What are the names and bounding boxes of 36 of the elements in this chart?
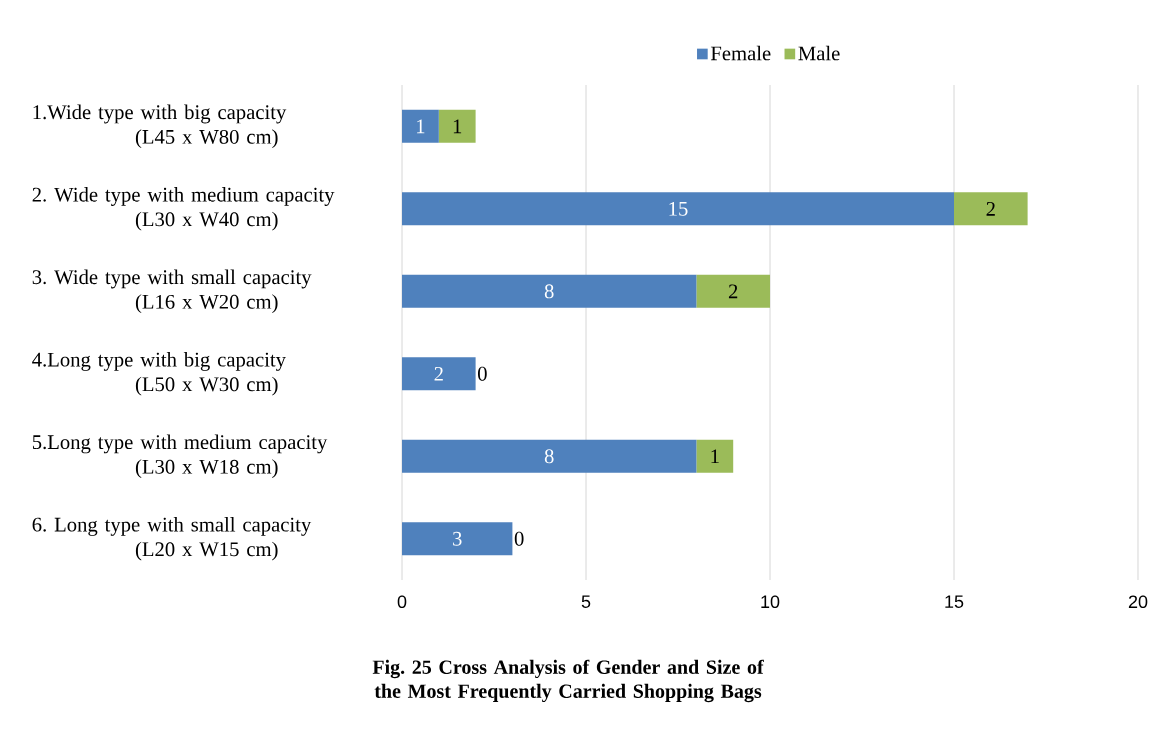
y-tick-label: 5.Long type with medium capacity (L30 x W18 cm): [32, 434, 328, 478]
data-label: 1: [417, 119, 425, 134]
data-label: 8: [544, 284, 554, 299]
x-tick-label: 10: [761, 595, 780, 609]
legend-label: Male: [798, 45, 840, 61]
bar: [954, 192, 1028, 226]
bar: [402, 109, 439, 143]
data-label: 2: [728, 284, 738, 299]
legend-label: Female: [710, 45, 771, 61]
y-tick-label: 1.Wide type with big capacity (L45 x W80 cm): [33, 104, 287, 148]
data-label: 15: [669, 201, 688, 216]
data-label: 1: [711, 449, 719, 464]
data-label: 0: [478, 366, 487, 381]
y-tick-label: 6. Long type with small capacity (L20 x W15 cm): [32, 517, 312, 561]
x-tick-label: 5: [581, 595, 591, 608]
bar: [402, 439, 697, 473]
bar: [402, 522, 513, 556]
bar: [402, 357, 476, 391]
data-label: 1: [453, 119, 462, 134]
x-tick-label: 20: [1128, 595, 1148, 609]
bar: [696, 274, 771, 308]
text: Fig. 25 Cross Analysis of Gender and Size of the Most Frequently Carried Shopping Bags: [372, 659, 764, 703]
y-tick-label: 3. Wide type with small capacity (L16 x W20 cm): [32, 269, 312, 313]
y-tick-label: 4.Long type with big capacity (L50 x W30 cm): [32, 352, 286, 396]
x-tick-label: 15: [945, 595, 964, 608]
data-label: 3: [453, 531, 462, 546]
data-label: 0: [514, 531, 524, 546]
bar: [696, 439, 734, 473]
data-label: 2: [986, 201, 995, 216]
data-label: 8: [544, 449, 554, 464]
bar: [402, 274, 697, 308]
y-tick-label: 2. Wide type with medium capacity (L30 x W40 cm): [32, 187, 335, 231]
x-tick-label: 0: [397, 595, 407, 609]
bar: [438, 109, 476, 143]
data-label: 2: [434, 366, 443, 381]
bar: [402, 192, 954, 226]
